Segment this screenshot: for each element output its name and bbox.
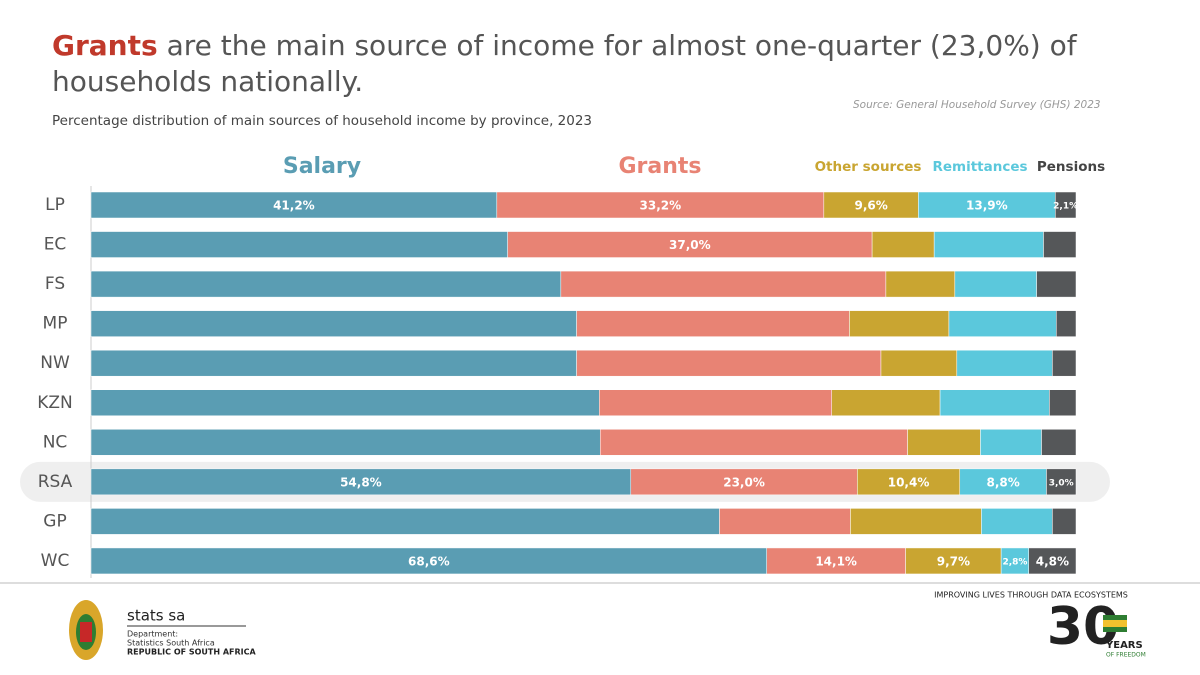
category-label: GP [43, 511, 66, 531]
bar-segment [90, 349, 577, 377]
value-label: 54,8% [340, 475, 382, 489]
category-label: MP [43, 314, 68, 334]
bar-segment [90, 310, 577, 337]
value-label: 9,6% [854, 199, 887, 213]
category-label: FS [45, 274, 65, 294]
source: Source: General Household Survey (GHS) 2… [853, 99, 1101, 111]
subtitle: Percentage distribution of main sources … [52, 113, 593, 129]
value-label: 23,0% [723, 475, 765, 489]
legend-label: Grants [618, 154, 701, 179]
bar-segment [90, 389, 600, 416]
bar-segment [599, 429, 908, 456]
bar-segment [496, 191, 825, 219]
bar-segment [90, 508, 720, 535]
value-label: 9,7% [937, 554, 970, 568]
value-label: 8,8% [986, 475, 1019, 489]
dept: Department: [127, 630, 178, 639]
bar-segment [956, 349, 1053, 377]
category-label: WC [41, 551, 70, 571]
bar-segment [1056, 310, 1077, 337]
bar-segment [1052, 508, 1077, 535]
category-label: EC [44, 235, 67, 255]
bar-segment [1049, 389, 1077, 416]
bar-segment [980, 429, 1042, 456]
org: stats sa [127, 607, 185, 625]
title-text: are the main source of income for almost… [52, 29, 1077, 98]
bar-segment [1000, 547, 1029, 575]
bar-segment [885, 270, 956, 298]
flag [1103, 620, 1127, 627]
bar-segment [831, 389, 941, 416]
bar-segment [907, 429, 981, 456]
value-label: 33,2% [640, 199, 682, 213]
bar-segment [954, 270, 1037, 298]
title-highlight: Grants [52, 29, 158, 62]
value-label: 10,4% [888, 475, 930, 489]
legend-label: Pensions [1037, 159, 1105, 175]
bar-segment [1041, 429, 1077, 456]
value-label: 3,0% [1049, 478, 1074, 488]
bar-segment [576, 349, 882, 377]
legend-label: Remittances [932, 159, 1027, 175]
bar-segment [560, 270, 887, 298]
category-label: LP [45, 195, 65, 215]
value-label: 68,6% [408, 554, 450, 568]
value-label: 2,8% [1002, 557, 1027, 567]
value-label: 4,8% [1036, 554, 1069, 568]
country: REPUBLIC OF SOUTH AFRICA [127, 648, 257, 657]
bar-segment [918, 191, 1056, 219]
bar-segment [719, 508, 851, 535]
bar-segment [1046, 468, 1077, 496]
freedom: OF FREEDOM [1106, 652, 1146, 659]
bar-segment [90, 429, 601, 456]
bar-segment [1055, 191, 1077, 219]
bar-segment [507, 231, 873, 258]
category-label: NW [40, 353, 70, 373]
slogan: IMPROVING LIVES THROUGH DATA ECOSYSTEMS [934, 591, 1128, 600]
bar-segment [90, 231, 508, 258]
bar-segment [939, 389, 1050, 416]
bar-segment [823, 191, 919, 219]
bar-segment [599, 389, 832, 416]
bar-segment [959, 468, 1047, 496]
bar-segment [981, 508, 1053, 535]
value-label: 14,1% [815, 554, 857, 568]
bar-segment [630, 468, 858, 496]
chart-title: Grants are the main source of income for… [52, 28, 1182, 100]
bar-segment [857, 468, 961, 496]
category-label: KZN [37, 393, 73, 413]
value-label: 13,9% [966, 199, 1008, 213]
bar-segment [849, 310, 950, 337]
dept-name: Statistics South Africa [127, 639, 215, 648]
years: YEARS [1105, 640, 1143, 651]
bar-segment [90, 547, 767, 575]
bar-segment [766, 547, 906, 575]
bar-segment [905, 547, 1002, 575]
bar-segment [933, 231, 1044, 258]
bar-segment [880, 349, 958, 377]
value-label: 37,0% [669, 238, 711, 252]
category-label: NC [43, 432, 68, 452]
bar-segment [1043, 231, 1077, 258]
emblem [69, 600, 103, 660]
bar-segment [871, 231, 935, 258]
value-label: 41,2% [273, 199, 315, 213]
legend-label: Salary [283, 154, 361, 179]
value-label: 2,1% [1053, 202, 1078, 212]
bar-segment [1036, 270, 1077, 298]
bar-segment [576, 310, 850, 337]
bar-segment [90, 468, 632, 496]
bar-segment [1052, 349, 1077, 377]
bar-segment [850, 508, 982, 535]
category-label: RSA [38, 472, 73, 492]
bar-segment [90, 270, 562, 298]
bar-segment [1028, 547, 1077, 575]
legend-label: Other sources [815, 159, 922, 175]
bar-segment [948, 310, 1057, 337]
